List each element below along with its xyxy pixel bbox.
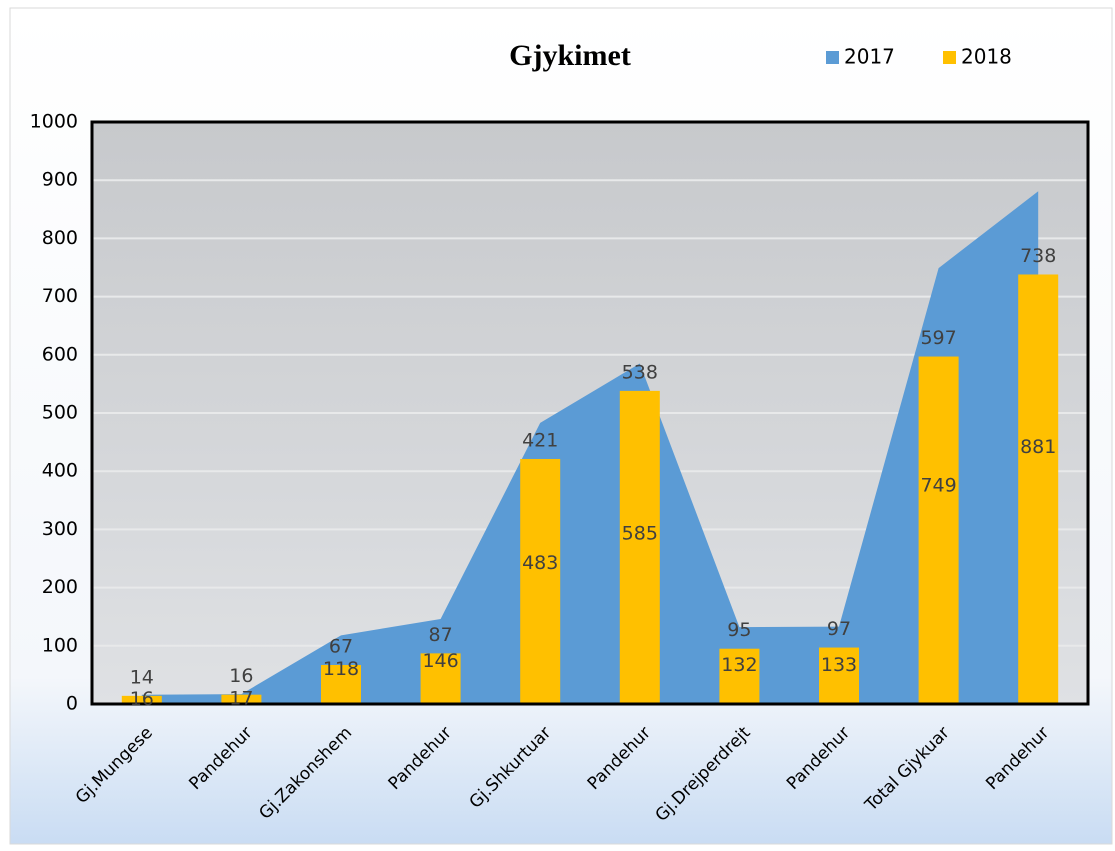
data-label: 881 (1020, 436, 1056, 458)
y-tick-label: 1000 (30, 111, 78, 133)
bar (619, 390, 660, 704)
data-label: 538 (622, 361, 658, 383)
data-label: 132 (721, 654, 757, 676)
legend-label: 2018 (961, 45, 1012, 69)
y-tick-label: 700 (42, 285, 78, 307)
data-label: 738 (1020, 245, 1056, 267)
data-label: 483 (522, 552, 558, 574)
data-label: 97 (827, 618, 851, 640)
data-label: 14 (130, 666, 154, 688)
data-label: 16 (130, 688, 154, 710)
data-label: 133 (821, 654, 857, 676)
data-label: 421 (522, 429, 558, 451)
bar (918, 356, 959, 704)
y-tick-label: 800 (42, 227, 78, 249)
data-label: 597 (920, 327, 956, 349)
data-label: 17 (229, 688, 253, 710)
plot-border (90, 120, 1090, 706)
bar (1018, 274, 1059, 704)
y-tick-label: 400 (42, 460, 78, 482)
bar (221, 694, 262, 704)
legend-label: 2017 (844, 45, 895, 69)
y-tick-label: 900 (42, 169, 78, 191)
legend-swatch (826, 51, 839, 64)
y-tick-label: 100 (42, 634, 78, 656)
data-label: 95 (727, 619, 751, 641)
data-label: 749 (920, 475, 956, 497)
data-label: 16 (229, 665, 253, 687)
y-tick-label: 500 (42, 402, 78, 424)
data-label: 585 (622, 522, 658, 544)
data-label: 146 (422, 650, 458, 672)
y-tick-label: 600 (42, 343, 78, 365)
area (141, 191, 1039, 704)
data-label: 118 (323, 658, 359, 680)
bar (719, 648, 760, 704)
bar (420, 653, 461, 704)
legend-swatch (943, 51, 956, 64)
chart-title: Gjykimet (509, 39, 631, 72)
bar (321, 665, 361, 704)
y-tick-label: 200 (42, 576, 78, 598)
y-tick-label: 0 (66, 693, 78, 715)
data-label: 67 (329, 636, 353, 658)
y-tick-label: 300 (42, 518, 78, 540)
bar (121, 695, 162, 704)
bar (520, 458, 561, 704)
bar (819, 647, 859, 704)
data-label: 87 (429, 624, 453, 646)
